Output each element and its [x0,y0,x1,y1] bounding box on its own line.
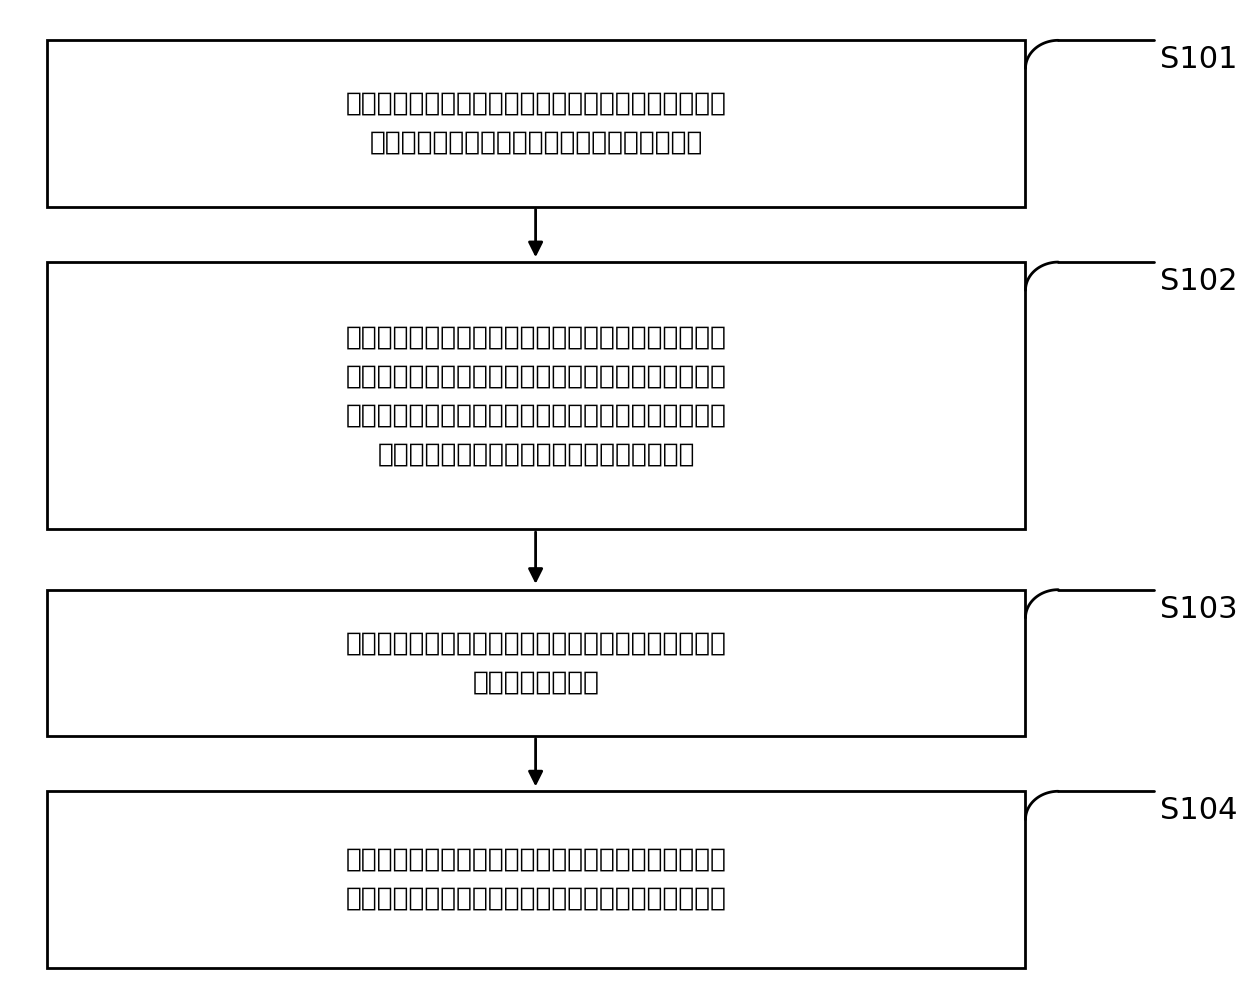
Text: S102: S102 [1161,267,1238,296]
Text: 根据所述网络电力数据，获取满足限制所述初始网络的
短路电流要求的网架调整方案作为所述初始网络的可行
网架调整方案，并根据所述网络潮流计算结果及所述可
行网架调整: 根据所述网络电力数据，获取满足限制所述初始网络的 短路电流要求的网架调整方案作为… [346,325,727,467]
Text: 根据所述网架调整方案分析模型及潮流控制器的作用，
建立联合优化模型: 根据所述网架调整方案分析模型及潮流控制器的作用， 建立联合优化模型 [346,630,727,696]
FancyBboxPatch shape [47,262,1025,529]
Text: 根据所述联合优化模型，计算潮流控制量最优解，并根
据所述潮流控制量最优解对所述初始网络进行网架调整: 根据所述联合优化模型，计算潮流控制量最优解，并根 据所述潮流控制量最优解对所述初… [346,847,727,912]
Text: S104: S104 [1161,796,1238,826]
Text: S101: S101 [1161,45,1238,75]
Text: 计算初始网络在正常运行方式下的网络电力数据，所述
网络电力数据包括网络潮流计算结果及短路电流: 计算初始网络在正常运行方式下的网络电力数据，所述 网络电力数据包括网络潮流计算结… [346,91,727,156]
FancyBboxPatch shape [47,590,1025,736]
Text: S103: S103 [1161,595,1238,624]
FancyBboxPatch shape [47,40,1025,207]
FancyBboxPatch shape [47,791,1025,968]
